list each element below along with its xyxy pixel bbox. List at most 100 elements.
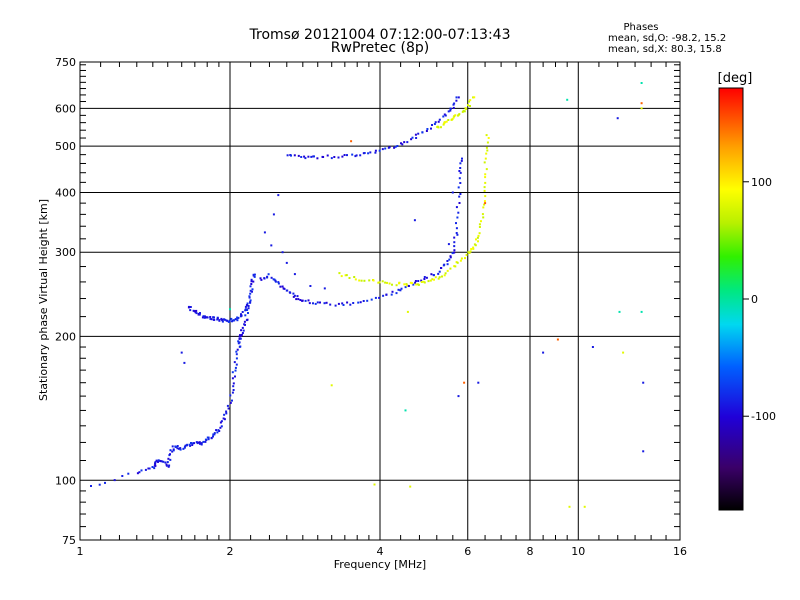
data-point [642,381,645,384]
data-point [238,341,241,344]
data-point [176,447,179,450]
data-point [209,317,212,320]
data-point [382,294,385,297]
data-point [239,345,242,348]
data-point [354,155,357,158]
data-point [165,464,168,467]
data-point [434,121,437,124]
data-point [465,253,468,256]
data-point [216,317,219,320]
data-point [250,278,253,281]
colorbar-tick-label: 100 [751,176,772,189]
data-point [166,461,169,464]
data-point [443,274,446,277]
data-point [244,309,247,312]
data-point [252,273,255,276]
chart-title: Tromsø 20121004 07:12:00-07:13:43 [249,27,511,43]
data-point [351,153,354,156]
data-point [279,285,282,288]
data-point [236,319,239,322]
data-point [243,323,246,326]
stats-line-o: mean, sd,O: -98.2, 15.2 [608,33,726,44]
data-point [409,281,412,284]
data-point [455,206,458,209]
data-point [246,318,249,321]
data-point [113,479,116,482]
data-point [443,113,446,116]
data-point [438,118,441,121]
data-point [319,301,321,304]
data-point [244,314,247,317]
data-point [369,151,372,154]
data-point [140,469,143,472]
data-point [204,440,207,443]
data-point [459,162,462,165]
data-point [229,308,231,311]
y-tick-labels: 75 100 200 300 400 500 600 750 [55,56,76,547]
data-point [413,219,416,222]
data-point [219,421,222,424]
data-point [206,436,209,439]
data-point [210,318,213,321]
data-point [343,154,346,156]
data-point [247,305,250,307]
data-point [411,282,414,285]
data-point [472,247,475,250]
data-point [483,161,486,164]
data-point [388,282,391,285]
data-point [246,302,249,305]
data-point [412,283,415,286]
data-point [404,409,407,412]
data-point [169,458,172,461]
data-point [542,351,545,354]
data-point [461,110,464,113]
data-point [449,255,452,258]
data-point [378,281,381,284]
data-point [221,320,224,323]
data-point [478,223,481,226]
data-point [358,279,361,282]
data-point [153,467,156,470]
data-point [374,149,377,152]
data-point [322,156,325,158]
data-point [344,274,347,277]
data-point [289,291,292,294]
data-point [444,272,447,275]
data-point [234,366,237,369]
data-point [98,483,101,486]
data-point [433,123,436,125]
data-point [165,463,168,466]
data-point [458,170,461,172]
x-tick-label: 2 [227,545,234,558]
data-point [246,309,248,311]
data-point [226,319,229,322]
data-point [310,155,313,158]
data-point [341,302,344,305]
data-point [366,299,369,302]
data-point [372,279,375,282]
data-point [386,281,388,284]
data-point [296,295,299,298]
data-point [341,155,344,158]
data-point [231,391,234,394]
data-point [155,459,158,462]
data-point [253,275,256,278]
data-point [293,294,296,297]
data-point [362,300,365,302]
data-point [253,273,256,276]
data-point [391,290,394,293]
data-point [422,280,425,283]
data-point [272,213,275,216]
data-point [583,505,586,508]
data-point [384,147,387,150]
data-point [449,107,452,110]
data-point [642,450,645,453]
data-point [391,283,393,286]
data-point [374,296,377,299]
data-point [207,438,210,441]
data-point [457,114,459,117]
chart-subtitle: RwPretec (8p) [331,40,429,56]
data-point [248,296,251,299]
data-point [374,151,377,154]
data-point [244,305,247,308]
